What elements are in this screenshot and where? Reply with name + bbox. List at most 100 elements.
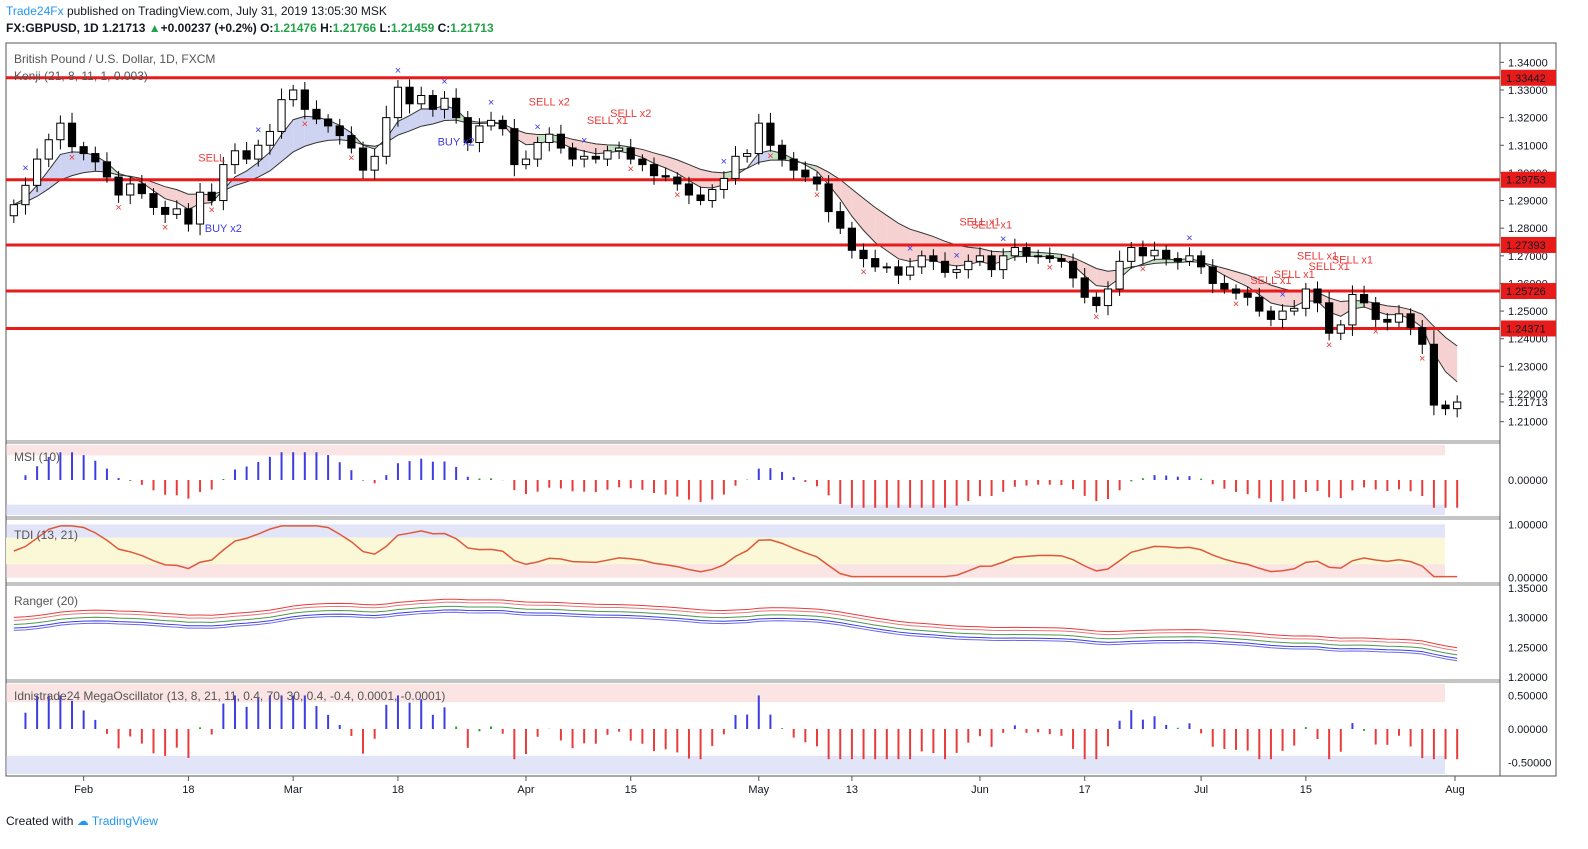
signal-label: SELL x1 [971, 219, 1012, 231]
x-tick-label: Feb [74, 784, 93, 796]
candle-body [836, 211, 845, 229]
candle-body [254, 144, 263, 160]
candle-body [626, 147, 635, 160]
ranger-y-tick: 1.25000 [1508, 642, 1548, 654]
signal-x-marker: × [395, 65, 401, 77]
candle-body [754, 122, 763, 155]
kenji-band-segment [1096, 268, 1108, 287]
y-tick-label: 1.28000 [1508, 223, 1548, 235]
candle-body [358, 147, 368, 171]
candle-body [323, 118, 333, 127]
signal-x-marker: × [767, 151, 773, 163]
candle-body [242, 150, 251, 160]
candle-body [21, 184, 30, 206]
signal-label: SELL x1 [1274, 269, 1315, 281]
kenji-band-segment [176, 189, 189, 210]
candle-body [1092, 296, 1101, 307]
candle-body [684, 183, 694, 196]
candle-body [766, 122, 775, 146]
msi-label: MSI (10) [14, 450, 60, 464]
x-tick-label: Jul [1194, 784, 1208, 796]
last-price-label: 1.21713 [1508, 397, 1548, 409]
candle-body [1371, 302, 1380, 320]
kenji-band-segment [60, 151, 73, 181]
kenji-band-segment [432, 105, 445, 124]
candle-body [568, 147, 577, 160]
tdi-label: TDI (13, 21) [14, 528, 78, 542]
candle-body [1010, 247, 1019, 257]
x-tick-label: 15 [625, 784, 637, 796]
candle-body [172, 208, 181, 215]
signal-x-marker: × [907, 243, 913, 255]
signal-x-marker: × [162, 222, 168, 234]
y-tick-label: 1.24000 [1508, 334, 1548, 346]
candle-body [1231, 288, 1241, 294]
candle-body [126, 183, 135, 196]
signal-x-marker: × [953, 250, 959, 262]
mega-upper-zone [6, 684, 1445, 703]
candle-body [987, 255, 996, 271]
kenji-band-segment [1154, 259, 1167, 264]
level-price-tag [1501, 171, 1556, 188]
kenji-band-segment [945, 241, 957, 267]
signal-label: SELL x1 [1250, 275, 1291, 287]
signal-x-marker: × [534, 122, 540, 134]
candle-body [1208, 266, 1217, 284]
candle-body [510, 128, 519, 166]
candle-body [801, 169, 810, 178]
kenji-band-segment [72, 151, 84, 176]
signal-x-marker: × [115, 202, 121, 214]
signal-x-marker: × [1047, 262, 1053, 274]
candle-body [1057, 258, 1066, 262]
kenji-band-segment [37, 170, 49, 197]
signal-label: SELL x1 [1332, 254, 1373, 266]
mega-y-tick: 0.00000 [1508, 724, 1548, 736]
ohlc-header: FX:GBPUSD, 1D 1.21713 ▲+0.00237 (+0.2%) … [6, 21, 494, 35]
kenji-band-segment [1084, 262, 1097, 286]
tradingview-brand[interactable]: TradingView [91, 814, 158, 828]
candle-body [1336, 324, 1345, 334]
signal-label: SELL x1 [1309, 261, 1350, 273]
candle-body [463, 117, 472, 143]
high-value: 1.21766 [332, 21, 377, 35]
kenji-band-segment [1224, 268, 1237, 282]
level-price-tag [1501, 283, 1556, 300]
footer: Created with ☁ TradingView [6, 814, 158, 828]
candle-body [161, 206, 170, 215]
candle-body [603, 150, 612, 160]
ranger-band-line [13, 598, 1458, 649]
signal-label: SELL [198, 152, 225, 164]
ranger-y-tick: 1.30000 [1508, 613, 1548, 625]
signal-x-marker: × [674, 190, 680, 202]
signal-label: BUY x2 [438, 137, 475, 149]
signal-x-marker: × [814, 190, 820, 202]
kenji-band-segment [421, 108, 433, 127]
signal-label: BUY x2 [205, 223, 242, 235]
kenji-band-segment [956, 245, 969, 267]
candle-body [964, 260, 973, 271]
candle-body [812, 176, 822, 185]
candle-body [1150, 249, 1159, 257]
candle-body [556, 133, 566, 149]
level-price-label: 1.24371 [1506, 323, 1546, 335]
tdi-y-tick: 1.00000 [1508, 519, 1548, 531]
signal-x-marker: × [208, 205, 214, 217]
candle-body [1394, 313, 1404, 323]
x-tick-label: 18 [392, 784, 404, 796]
candle-body [545, 133, 554, 143]
x-tick-label: Aug [1445, 784, 1465, 796]
candle-body [1034, 255, 1043, 258]
x-tick-label: 15 [1300, 784, 1312, 796]
candle-body [719, 177, 728, 190]
candle-body [9, 204, 18, 217]
publisher-name[interactable]: Trade24Fx [6, 4, 64, 18]
candle-body [1196, 255, 1206, 268]
kenji-band-segment [304, 116, 317, 147]
kenji-band-segment [886, 215, 899, 259]
signal-x-marker: × [628, 163, 634, 175]
candle-body [1418, 327, 1427, 345]
kenji-band-segment [234, 170, 247, 186]
candle-body [1429, 343, 1439, 406]
kenji-band-segment [525, 133, 538, 145]
